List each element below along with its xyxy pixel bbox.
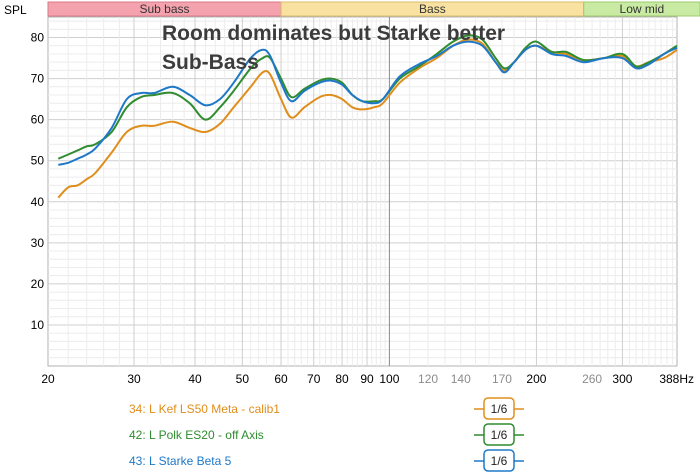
smoothing-button[interactable]: 1/6 xyxy=(474,423,524,446)
legend-item[interactable]: 42: L Polk ES20 - off Axis 1/6 xyxy=(129,423,524,446)
y-tick-label: 70 xyxy=(31,72,45,86)
smoothing-box xyxy=(483,449,515,472)
x-tick-label: 260 xyxy=(582,372,602,386)
legend: 34: L Kef LS50 Meta - calib1 1/642: L Pol… xyxy=(129,397,524,472)
smoothing-label: 1/6 xyxy=(491,454,508,468)
smoothing-box xyxy=(483,423,515,446)
smoothing-label: 1/6 xyxy=(491,402,508,416)
y-tick-label: 10 xyxy=(31,318,45,332)
y-axis-ticks: 10 20 30 40 50 60 70 80 xyxy=(31,31,45,332)
x-tick-label: 90 xyxy=(360,372,374,386)
band-label-low-mid: Low mid xyxy=(620,2,665,16)
y-tick-label: 20 xyxy=(31,277,45,291)
legend-item[interactable]: 43: L Starke Beta 5 1/6 xyxy=(129,449,524,472)
x-tick-label: 30 xyxy=(127,372,141,386)
x-tick-label: 40 xyxy=(188,372,202,386)
y-axis-label: SPL xyxy=(4,3,27,17)
y-tick-label: 80 xyxy=(31,31,45,45)
legend-label: 42: L Polk ES20 - off Axis xyxy=(129,428,264,442)
x-tick-label: 80 xyxy=(335,372,349,386)
y-tick-label: 40 xyxy=(31,195,45,209)
x-tick-label: 388Hz xyxy=(659,372,694,386)
x-tick-label: 140 xyxy=(451,372,471,386)
frequency-bands: Sub bass Bass Low mid xyxy=(47,1,700,17)
chart-title-line-2: Sub-Bass xyxy=(162,51,259,74)
chart-title-line-1: Room dominates but Starke better xyxy=(162,22,505,45)
grid xyxy=(47,16,678,367)
band-label-sub-bass: Sub bass xyxy=(139,2,189,16)
legend-label: 43: L Starke Beta 5 xyxy=(129,454,232,468)
series-lines xyxy=(57,34,678,199)
smoothing-button[interactable]: 1/6 xyxy=(474,397,524,420)
y-tick-label: 50 xyxy=(31,154,45,168)
series-line-43-l-starke-beta-5 xyxy=(58,40,678,166)
x-axis-ticks: 20 30 40 50 60 70 80 90 100 120 140 170 200 260 300 388… xyxy=(41,372,694,386)
x-tick-label: 100 xyxy=(379,372,399,386)
smoothing-box xyxy=(483,397,515,420)
x-tick-label: 300 xyxy=(612,372,632,386)
x-tick-label: 60 xyxy=(274,372,288,386)
smoothing-button[interactable]: 1/6 xyxy=(474,449,524,472)
smoothing-label: 1/6 xyxy=(491,428,508,442)
legend-item[interactable]: 34: L Kef LS50 Meta - calib1 1/6 xyxy=(129,397,524,420)
x-tick-label: 120 xyxy=(418,372,438,386)
x-tick-label: 20 xyxy=(41,372,55,386)
y-tick-label: 30 xyxy=(31,236,45,250)
x-tick-label: 200 xyxy=(526,372,546,386)
x-tick-label: 70 xyxy=(307,372,321,386)
x-tick-label: 170 xyxy=(492,372,512,386)
legend-label: 34: L Kef LS50 Meta - calib1 xyxy=(129,402,280,416)
band-label-bass: Bass xyxy=(419,2,446,16)
x-tick-label: 50 xyxy=(236,372,250,386)
y-tick-label: 60 xyxy=(31,113,45,127)
